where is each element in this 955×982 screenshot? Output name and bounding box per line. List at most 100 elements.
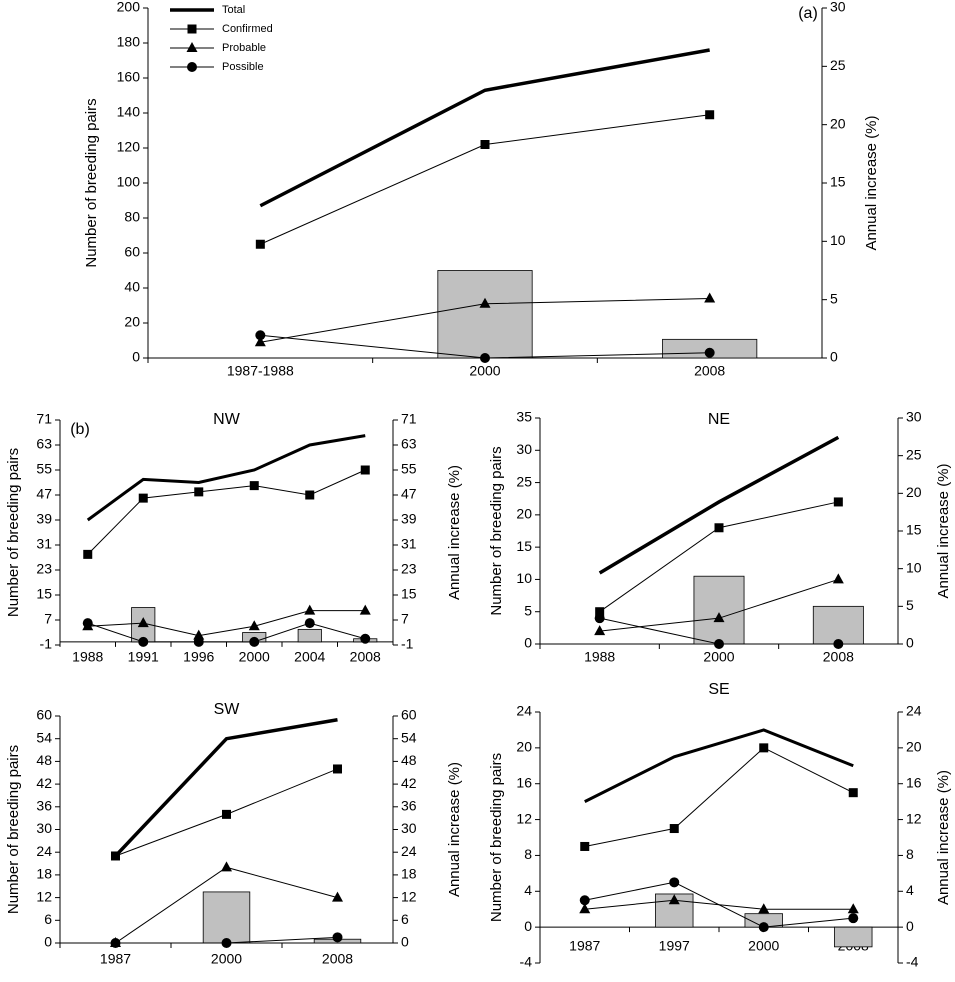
marker-circle [82,618,93,629]
y-tick-label: 23 [36,561,52,577]
y2-tick-label: 5 [906,597,914,613]
marker-circle [579,895,590,906]
y-axis-label: Number of breeding pairs [5,745,22,914]
y-tick-label: 24 [516,703,532,719]
x-tick-label: 2008 [322,951,353,967]
y-tick-label: 140 [117,104,141,120]
y2-tick-label: 30 [401,820,417,836]
bar [437,270,533,359]
y-tick-label: 30 [516,441,532,457]
marker-triangle [137,617,149,628]
marker-square [360,465,370,475]
y2-tick-label: 39 [401,511,417,527]
legend-label: Total [222,4,245,16]
y2-tick-label: 24 [906,703,922,719]
marker-triangle [847,903,859,914]
marker-circle [669,877,680,888]
marker-square [714,523,724,533]
y-axis-label: Number of breeding pairs [83,98,100,267]
marker-triangle [186,42,198,52]
y-tick-label: 0 [132,349,140,365]
y2-tick-label: 6 [401,911,409,927]
y2-tick-label: 48 [401,752,417,768]
marker-circle [833,639,844,649]
y-tick-label: 180 [117,34,141,50]
y2-tick-label: 10 [830,232,846,248]
y-tick-label: 200 [117,0,141,15]
marker-circle [360,633,371,644]
y-tick-label: 18 [36,866,52,882]
x-tick-label: 2000 [703,649,734,665]
y-tick-label: 42 [36,775,52,791]
y-tick-label: 15 [516,538,532,554]
y-tick-label: 0 [524,635,532,651]
y2-tick-label: 0 [906,635,914,651]
series-line [260,114,710,245]
y2-tick-label: -1 [401,636,414,652]
y-tick-label: 63 [36,436,52,452]
x-tick-label: 2008 [823,649,854,665]
y2-tick-label: 7 [401,611,409,627]
marker-triangle [248,620,260,631]
marker-circle [714,639,724,649]
y2-tick-label: 31 [401,536,417,552]
y-tick-label: 100 [117,174,141,190]
y-tick-label: 15 [36,586,52,602]
annotation: (b) [70,421,90,438]
legend-label: Possible [222,61,264,73]
y2-tick-label: 25 [830,57,846,73]
y2-tick-label: 20 [906,484,922,500]
marker-triangle [713,612,725,623]
marker-triangle [832,573,844,584]
marker-circle [249,636,260,647]
marker-triangle [304,604,316,615]
x-tick-label: 2000 [239,649,270,665]
x-tick-label: 2008 [694,363,725,379]
legend-label: Confirmed [222,23,273,35]
y2-tick-label: 8 [906,846,914,862]
y-tick-label: 48 [36,752,52,768]
marker-circle [304,618,315,629]
y-tick-label: 71 [36,411,52,427]
x-tick-label: 1996 [183,649,214,665]
series-line [584,728,854,803]
y-tick-label: 55 [36,461,52,477]
x-tick-label: 1988 [584,649,615,665]
y-tick-label: 36 [36,798,52,814]
marker-square [111,851,120,861]
marker-circle [704,347,715,358]
marker-square [580,841,590,851]
series-line [598,435,840,575]
marker-square [705,110,715,120]
y-axis-label: Number of breeding pairs [5,448,22,617]
y2-tick-label: 0 [906,918,914,934]
series-line [114,718,338,858]
y-axis-label: Number of breeding pairs [488,753,505,922]
y-tick-label: 80 [124,209,140,225]
marker-square [222,809,231,819]
y-tick-label: 5 [524,602,532,618]
marker-triangle [594,625,606,636]
y-tick-label: 54 [36,729,52,745]
y-tick-label: -4 [520,954,533,970]
y-tick-label: 16 [516,774,532,790]
marker-circle [255,330,266,341]
marker-triangle [704,292,716,303]
y-tick-label: 39 [36,511,52,527]
y2-tick-label: 24 [401,843,417,859]
y2-axis-label: Annual increase (%) [863,115,880,250]
y2-tick-label: 55 [401,461,417,477]
marker-circle [110,938,121,948]
series-line [87,469,366,555]
x-tick-label: 2004 [294,649,325,665]
y2-tick-label: 30 [830,0,846,15]
y-tick-label: 31 [36,536,52,552]
marker-square [669,824,679,834]
marker-square [187,24,197,34]
x-tick-label: 1988 [72,649,103,665]
y-tick-label: 40 [124,279,140,295]
bar [693,575,745,645]
y2-tick-label: 71 [401,411,417,427]
y2-axis-label: Annual increase (%) [935,463,952,598]
y2-tick-label: 5 [830,290,838,306]
